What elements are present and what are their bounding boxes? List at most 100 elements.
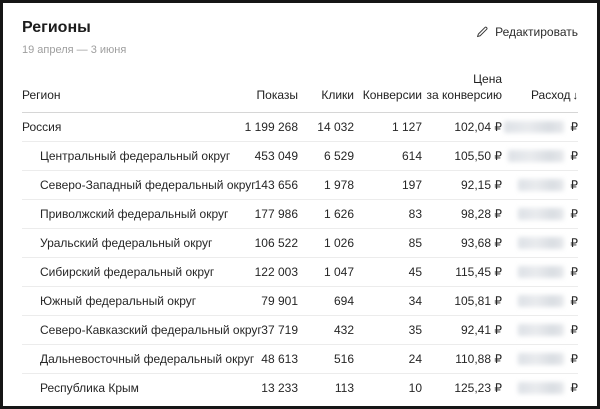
- edit-button-label: Редактировать: [495, 25, 578, 39]
- cost-cell: ₽: [502, 199, 578, 230]
- impressions-cell: 1 199 268: [204, 112, 298, 143]
- edit-button[interactable]: Редактировать: [475, 25, 578, 39]
- cost-cell: ₽: [502, 344, 578, 375]
- cost-cell: ₽: [502, 374, 578, 403]
- cpa-cell: 105,50 ₽: [422, 141, 502, 172]
- cost-cell: ₽: [502, 286, 578, 317]
- table-body: Россия 1 199 268 14 032 1 127 102,04 ₽ ₽…: [22, 112, 578, 403]
- redacted-cost-value: [518, 295, 565, 308]
- cost-cell: ₽: [502, 257, 578, 288]
- redacted-cost-value: [518, 353, 565, 366]
- redacted-cost-value: [518, 237, 565, 250]
- table-row[interactable]: Сибирский федеральный округ 122 003 1 04…: [22, 257, 578, 288]
- conversions-cell: 24: [354, 344, 422, 375]
- region-cell[interactable]: Северо-Кавказский федеральный округ: [22, 315, 262, 346]
- title-block: Регионы 19 апреля — 3 июня: [22, 18, 126, 56]
- table-row[interactable]: Россия 1 199 268 14 032 1 127 102,04 ₽ ₽: [22, 112, 578, 143]
- currency-symbol: ₽: [570, 120, 578, 135]
- clicks-cell: 694: [298, 286, 354, 317]
- region-cell[interactable]: Уральский федеральный округ: [22, 228, 212, 259]
- region-cell[interactable]: Южный федеральный округ: [22, 286, 204, 317]
- impressions-cell: 106 522: [204, 228, 298, 259]
- cpa-cell: 92,15 ₽: [422, 170, 502, 201]
- cost-cell: ₽: [502, 228, 578, 259]
- cpa-cell: 105,81 ₽: [422, 286, 502, 317]
- sort-desc-icon: ↓: [572, 89, 579, 102]
- impressions-cell: 122 003: [204, 257, 298, 288]
- impressions-cell: 13 233: [261, 381, 298, 396]
- table-row[interactable]: Приволжский федеральный округ 177 986 1 …: [22, 199, 578, 230]
- redacted-cost-value: [518, 382, 565, 395]
- clicks-cell: 516: [298, 344, 354, 375]
- regions-table: Регион Показы Клики Конверсии Цена за ко…: [22, 72, 578, 402]
- table-row[interactable]: Центральный федеральный округ 453 049 6 …: [22, 141, 578, 172]
- currency-symbol: ₽: [570, 236, 578, 251]
- currency-symbol: ₽: [570, 323, 578, 338]
- pencil-icon: [475, 25, 489, 39]
- redacted-cost-value: [518, 179, 565, 192]
- cost-cell: ₽: [502, 141, 578, 172]
- impressions-cell: 177 986: [204, 199, 298, 230]
- redacted-cost-value: [518, 324, 565, 337]
- table-row[interactable]: Дальневосточный федеральный округ 48 613…: [22, 344, 578, 375]
- conversions-cell: 45: [354, 257, 422, 288]
- impressions-cell: 79 901: [204, 286, 298, 317]
- clicks-cell: 1 047: [298, 257, 354, 288]
- column-header-region[interactable]: Регион: [22, 72, 204, 114]
- region-cell[interactable]: Республика Крым: [40, 381, 139, 396]
- region-cell[interactable]: Северо-Западный федеральный округ: [22, 170, 256, 201]
- currency-symbol: ₽: [570, 149, 578, 164]
- clicks-cell: 1 026: [298, 228, 354, 259]
- table-row[interactable]: Уральский федеральный округ 106 522 1 02…: [22, 228, 578, 259]
- conversions-cell: 35: [354, 315, 422, 346]
- conversions-cell: 83: [354, 199, 422, 230]
- currency-symbol: ₽: [570, 207, 578, 222]
- cpa-cell: 110,88 ₽: [422, 344, 502, 375]
- cpa-cell: 115,45 ₽: [422, 257, 502, 288]
- cpa-header-line2: за конверсию: [426, 87, 503, 102]
- table-row[interactable]: Южный федеральный округ 79 901 694 34 10…: [22, 286, 578, 317]
- column-header-cpa[interactable]: Цена за конверсию: [422, 72, 503, 114]
- clicks-cell: 1 626: [298, 199, 354, 230]
- redacted-cost-value: [504, 121, 565, 134]
- table-row[interactable]: Северо-Кавказский федеральный округ 37 7…: [22, 315, 578, 346]
- table-row[interactable]: Северо-Западный федеральный округ 143 65…: [22, 170, 578, 201]
- table-row[interactable]: Республика Крым 13 233 113 10 125,23 ₽ ₽: [22, 374, 578, 403]
- page-title: Регионы: [22, 19, 91, 36]
- cost-cell: ₽: [502, 315, 578, 346]
- clicks-cell: 113: [334, 381, 354, 396]
- region-cell[interactable]: Россия: [22, 112, 204, 143]
- region-cell[interactable]: Дальневосточный федеральный округ: [22, 344, 254, 375]
- column-header-clicks[interactable]: Клики: [298, 72, 354, 114]
- conversions-cell: 85: [354, 228, 422, 259]
- redacted-cost-value: [508, 150, 565, 163]
- region-cell[interactable]: Центральный федеральный округ: [22, 141, 230, 172]
- column-header-cost[interactable]: Расход ↓: [502, 72, 579, 114]
- clicks-cell: 14 032: [298, 112, 354, 143]
- cpa-cell: 93,68 ₽: [422, 228, 502, 259]
- impressions-cell: 48 613: [204, 344, 298, 375]
- conversions-cell: 1 127: [354, 112, 422, 143]
- impressions-cell: 453 049: [204, 141, 298, 172]
- cpa-cell: 125,23 ₽: [454, 381, 502, 396]
- impressions-cell: 37 719: [204, 315, 298, 346]
- card-header: Регионы 19 апреля — 3 июня Редактировать: [22, 18, 578, 56]
- clicks-cell: 6 529: [298, 141, 354, 172]
- cpa-cell: 98,28 ₽: [422, 199, 502, 230]
- redacted-cost-value: [518, 208, 565, 221]
- currency-symbol: ₽: [570, 265, 578, 280]
- column-header-conversions[interactable]: Конверсии: [354, 72, 422, 114]
- cpa-cell: 102,04 ₽: [422, 112, 502, 143]
- currency-symbol: ₽: [570, 294, 578, 309]
- redacted-cost-value: [518, 266, 565, 279]
- region-cell[interactable]: Сибирский федеральный округ: [22, 257, 214, 288]
- cost-cell: ₽: [502, 170, 578, 201]
- clicks-cell: 432: [298, 315, 354, 346]
- cost-cell: ₽: [502, 112, 578, 143]
- cpa-header-line1: Цена: [473, 72, 502, 87]
- region-cell[interactable]: Приволжский федеральный округ: [22, 199, 228, 230]
- column-header-impressions[interactable]: Показы: [204, 72, 298, 114]
- currency-symbol: ₽: [570, 381, 578, 396]
- conversions-cell: 614: [354, 141, 422, 172]
